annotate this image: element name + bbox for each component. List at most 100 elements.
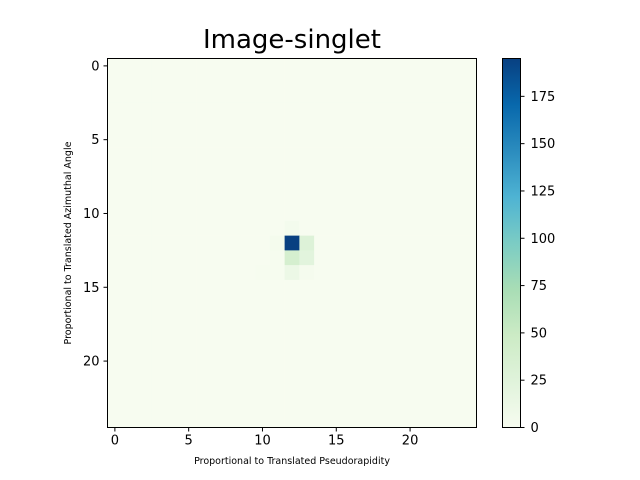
heatmap-cell: [343, 132, 359, 148]
heatmap-cell: [358, 265, 374, 281]
heatmap-cell: [343, 368, 359, 384]
heatmap-cell: [151, 88, 167, 104]
heatmap-cell: [240, 338, 256, 354]
heatmap-cell: [166, 353, 182, 369]
heatmap-cell: [107, 73, 123, 89]
heatmap-cell: [196, 368, 212, 384]
heatmap-cell: [255, 161, 271, 177]
heatmap-cell: [461, 117, 477, 133]
heatmap-cell: [387, 191, 403, 207]
heatmap-cell: [225, 117, 241, 133]
heatmap-cell: [225, 309, 241, 325]
heatmap-cell: [461, 191, 477, 207]
heatmap-cell: [181, 176, 197, 192]
heatmap-cell: [196, 383, 212, 399]
heatmap-cell: [432, 250, 448, 266]
heatmap-cell: [461, 73, 477, 89]
heatmap-cell: [314, 161, 330, 177]
heatmap-cell: [255, 294, 271, 310]
heatmap-cell: [373, 147, 389, 163]
heatmap-cell: [225, 412, 241, 428]
heatmap-cell: [417, 309, 433, 325]
heatmap-cell: [402, 117, 418, 133]
heatmap-cell: [461, 324, 477, 340]
heatmap-cell: [196, 353, 212, 369]
heatmap-cell: [122, 220, 138, 236]
heatmap-cell: [461, 265, 477, 281]
heatmap-cell: [314, 265, 330, 281]
heatmap-cell: [181, 353, 197, 369]
heatmap-cell: [151, 102, 167, 118]
heatmap-cell: [240, 58, 256, 74]
heatmap-cell: [225, 220, 241, 236]
heatmap-cell: [387, 309, 403, 325]
heatmap-cell: [284, 368, 300, 384]
heatmap-cell: [402, 265, 418, 281]
heatmap-cell: [269, 88, 285, 104]
heatmap-cell: [358, 88, 374, 104]
heatmap-cell: [461, 132, 477, 148]
heatmap-cell: [225, 397, 241, 414]
heatmap-cell: [358, 383, 374, 399]
heatmap-cell: [417, 117, 433, 133]
heatmap-cell: [432, 132, 448, 148]
heatmap-cell: [314, 176, 330, 192]
heatmap-cell: [446, 235, 463, 251]
heatmap-cell: [255, 73, 271, 89]
heatmap-cell: [122, 147, 138, 163]
heatmap-cell: [107, 176, 123, 192]
x-tick-label: 0: [111, 434, 119, 449]
colorbar-tick-label: 100: [531, 232, 556, 247]
heatmap-cell: [122, 58, 138, 74]
x-tick-label: 5: [185, 434, 193, 449]
heatmap-cell: [446, 368, 463, 384]
heatmap-cell: [255, 147, 271, 163]
heatmap-cell: [240, 220, 256, 236]
heatmap-cell: [314, 220, 330, 236]
heatmap-cell: [196, 147, 212, 163]
heatmap-cell: [432, 397, 448, 414]
heatmap-cell: [299, 383, 315, 399]
heatmap-cell: [137, 102, 153, 118]
heatmap-cell: [417, 250, 433, 266]
heatmap-cell: [137, 383, 153, 399]
heatmap-cell: [210, 353, 226, 369]
heatmap-cell: [402, 338, 418, 354]
heatmap-cell: [196, 191, 212, 207]
heatmap-cell: [343, 206, 359, 222]
heatmap-cell: [210, 294, 226, 310]
heatmap-cell: [461, 250, 477, 266]
heatmap-cell: [137, 58, 153, 74]
heatmap-cell: [328, 353, 344, 369]
heatmap-cell: [151, 132, 167, 148]
heatmap-cell: [314, 132, 330, 148]
y-tick-label: 20: [83, 355, 100, 370]
heatmap-cell: [284, 235, 300, 251]
heatmap-cell: [358, 147, 374, 163]
heatmap-cell: [166, 412, 182, 428]
heatmap-cell: [328, 117, 344, 133]
heatmap-cell: [314, 397, 330, 414]
heatmap-cell: [432, 220, 448, 236]
heatmap-cell: [402, 132, 418, 148]
heatmap-cell: [358, 397, 374, 414]
heatmap-cell: [343, 338, 359, 354]
heatmap-cell: [314, 250, 330, 266]
heatmap-cell: [240, 412, 256, 428]
heatmap-cell: [314, 279, 330, 295]
heatmap-cell: [269, 73, 285, 89]
heatmap-cell: [402, 309, 418, 325]
heatmap-cell: [122, 265, 138, 281]
heatmap-cell: [328, 220, 344, 236]
heatmap-cell: [284, 191, 300, 207]
heatmap-cell: [417, 161, 433, 177]
heatmap-cell: [196, 161, 212, 177]
heatmap-cell: [225, 73, 241, 89]
heatmap-cell: [225, 235, 241, 251]
heatmap-cell: [417, 132, 433, 148]
heatmap-cell: [417, 338, 433, 354]
heatmap-cell: [210, 338, 226, 354]
heatmap-cell: [387, 324, 403, 340]
heatmap-cell: [284, 265, 300, 281]
heatmap-cell: [107, 206, 123, 222]
